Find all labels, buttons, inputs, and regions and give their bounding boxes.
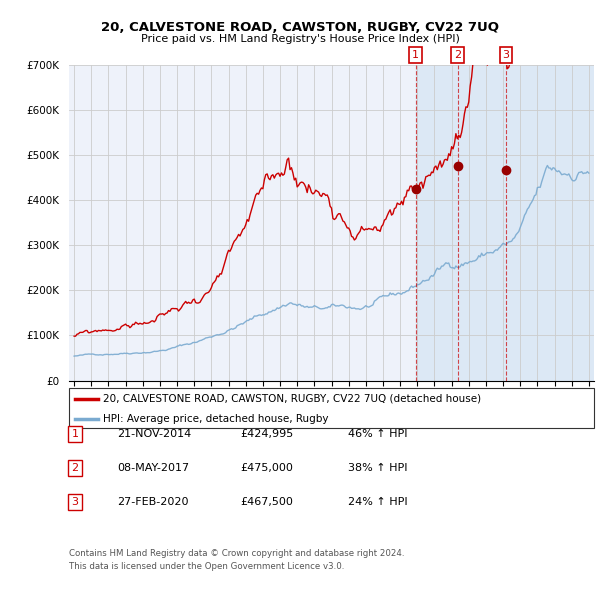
- Text: 24% ↑ HPI: 24% ↑ HPI: [348, 497, 407, 507]
- Text: Price paid vs. HM Land Registry's House Price Index (HPI): Price paid vs. HM Land Registry's House …: [140, 34, 460, 44]
- Text: Contains HM Land Registry data © Crown copyright and database right 2024.: Contains HM Land Registry data © Crown c…: [69, 549, 404, 558]
- Text: £467,500: £467,500: [240, 497, 293, 507]
- Text: 21-NOV-2014: 21-NOV-2014: [117, 429, 191, 438]
- Text: £475,000: £475,000: [240, 463, 293, 473]
- Text: 3: 3: [71, 497, 79, 507]
- Text: 1: 1: [412, 50, 419, 60]
- Text: 2: 2: [454, 50, 461, 60]
- Text: 3: 3: [502, 50, 509, 60]
- Text: 27-FEB-2020: 27-FEB-2020: [117, 497, 188, 507]
- Text: HPI: Average price, detached house, Rugby: HPI: Average price, detached house, Rugb…: [103, 414, 329, 424]
- Text: 46% ↑ HPI: 46% ↑ HPI: [348, 429, 407, 438]
- Text: This data is licensed under the Open Government Licence v3.0.: This data is licensed under the Open Gov…: [69, 562, 344, 571]
- Bar: [415, 65, 594, 381]
- Text: 1: 1: [71, 429, 79, 438]
- Text: 38% ↑ HPI: 38% ↑ HPI: [348, 463, 407, 473]
- Text: £424,995: £424,995: [240, 429, 293, 438]
- Text: 20, CALVESTONE ROAD, CAWSTON, RUGBY, CV22 7UQ: 20, CALVESTONE ROAD, CAWSTON, RUGBY, CV2…: [101, 21, 499, 34]
- Text: 08-MAY-2017: 08-MAY-2017: [117, 463, 189, 473]
- Text: 20, CALVESTONE ROAD, CAWSTON, RUGBY, CV22 7UQ (detached house): 20, CALVESTONE ROAD, CAWSTON, RUGBY, CV2…: [103, 394, 481, 404]
- Text: 2: 2: [71, 463, 79, 473]
